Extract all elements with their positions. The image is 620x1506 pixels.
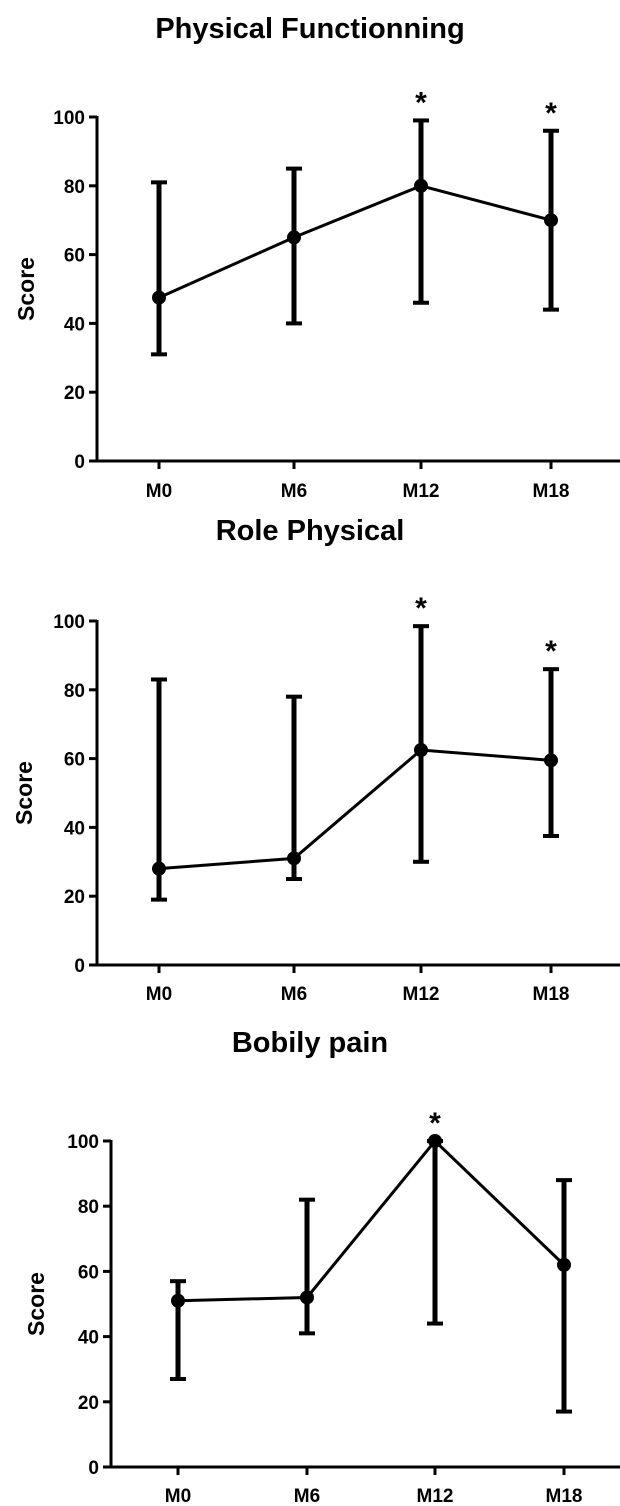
chart-panel-1: Physical Functionning Score 0 20 40 60 80 100 M0… xyxy=(13,13,620,502)
error-bar xyxy=(556,1178,572,1414)
y-tick-label: 100 xyxy=(67,1132,99,1153)
chart-panel-2: Role Physical Score 0 20 40 60 80 100 M0 M6 M12 M18… xyxy=(11,515,620,1005)
x-tick-label: M0 xyxy=(146,481,172,502)
y-tick-label: 80 xyxy=(78,1197,99,1218)
chart-panel-3: Bobily pain Score 0 20 40 60 80 100 M0 M6 M12 M18 * xyxy=(23,1027,620,1506)
error-bar xyxy=(286,694,302,881)
data-point xyxy=(414,743,428,757)
data-point xyxy=(152,290,166,305)
y-tick-label: 100 xyxy=(53,612,85,633)
data-point xyxy=(287,230,301,245)
data-point xyxy=(414,178,428,193)
x-tick-label: M18 xyxy=(533,984,570,1005)
y-tick-label: 0 xyxy=(74,956,85,977)
x-tick-label: M0 xyxy=(146,984,172,1005)
significance-marker: * xyxy=(545,97,557,130)
series-line xyxy=(158,748,552,871)
series-line xyxy=(158,184,552,299)
data-point xyxy=(171,1293,185,1308)
x-tick-label: M0 xyxy=(165,1486,191,1506)
chart-title: Role Physical xyxy=(216,515,405,547)
x-tick-label: M12 xyxy=(403,481,440,502)
y-tick-label: 80 xyxy=(64,681,85,702)
y-tick-label: 20 xyxy=(78,1393,99,1414)
y-tick-label: 40 xyxy=(64,314,85,335)
data-point xyxy=(152,861,166,876)
x-tick-label: M12 xyxy=(403,984,440,1005)
data-point xyxy=(544,213,558,228)
x-tick-label: M6 xyxy=(281,481,307,502)
data-point xyxy=(428,1134,442,1148)
y-tick-label: 0 xyxy=(88,1458,99,1479)
y-tick-label: 100 xyxy=(53,108,85,129)
error-bar xyxy=(299,1197,315,1336)
y-tick-label: 60 xyxy=(78,1262,99,1283)
y-axis-label: Score xyxy=(11,761,37,825)
chart-title: Physical Functionning xyxy=(155,13,464,45)
error-bar xyxy=(286,166,302,326)
y-axis-label: Score xyxy=(13,257,39,321)
data-point xyxy=(544,753,558,768)
x-tick-label: M12 xyxy=(417,1486,454,1506)
x-tick-label: M6 xyxy=(281,984,307,1005)
data-point xyxy=(557,1257,571,1272)
significance-marker: * xyxy=(429,1107,441,1140)
y-tick-label: 80 xyxy=(64,177,85,198)
error-bar xyxy=(151,180,167,357)
significance-marker: * xyxy=(545,635,557,668)
y-tick-label: 40 xyxy=(64,818,85,839)
y-tick-label: 40 xyxy=(78,1328,99,1349)
significance-marker: * xyxy=(415,86,427,119)
error-bar xyxy=(543,667,559,838)
significance-marker: * xyxy=(415,592,427,625)
y-axis-label: Score xyxy=(23,1272,49,1336)
data-point xyxy=(287,851,301,866)
error-bar xyxy=(413,118,429,305)
y-tick-label: 0 xyxy=(74,452,85,473)
x-tick-label: M18 xyxy=(546,1486,583,1506)
y-tick-label: 20 xyxy=(64,383,85,404)
data-point xyxy=(300,1290,314,1305)
x-tick-label: M18 xyxy=(533,481,570,502)
chart-title: Bobily pain xyxy=(232,1027,388,1059)
y-tick-label: 60 xyxy=(64,750,85,771)
error-bar xyxy=(427,1139,443,1326)
y-tick-label: 20 xyxy=(64,887,85,908)
series-line xyxy=(177,1138,566,1303)
x-tick-label: M6 xyxy=(294,1486,320,1506)
y-tick-label: 60 xyxy=(64,246,85,267)
